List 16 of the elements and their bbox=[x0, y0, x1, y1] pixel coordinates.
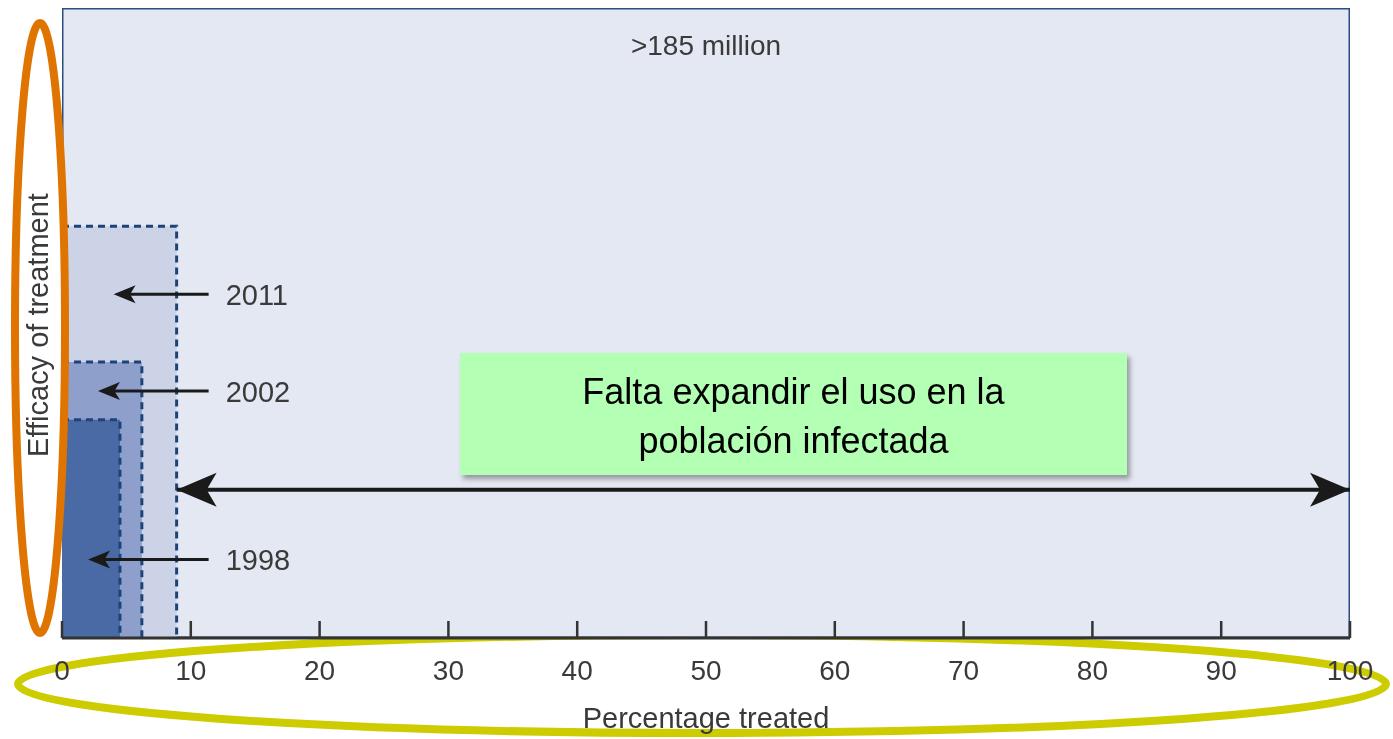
text: 2002 bbox=[225, 375, 291, 408]
x-tick-label: 70 bbox=[948, 655, 980, 686]
x-tick-label: 10 bbox=[175, 655, 207, 686]
band-label: >185 million bbox=[630, 30, 782, 61]
x-tick-label: 50 bbox=[690, 655, 722, 686]
annotation: Falta expandir el uso en la población infectada bbox=[581, 370, 1006, 463]
y-axis-title: Efficacy of treatment bbox=[22, 193, 54, 457]
x-tick-label: 40 bbox=[561, 655, 593, 686]
x-tick-label: 90 bbox=[1205, 655, 1237, 686]
x-tick-label: 30 bbox=[432, 655, 464, 686]
series-label: 2011 bbox=[225, 279, 289, 312]
x-tick-label: 20 bbox=[304, 655, 336, 686]
x-tick-label: 80 bbox=[1076, 655, 1108, 686]
x-tick-label: 60 bbox=[819, 655, 851, 686]
text: 1998 bbox=[225, 544, 291, 577]
x-axis-title: Percentage treated bbox=[582, 702, 830, 734]
